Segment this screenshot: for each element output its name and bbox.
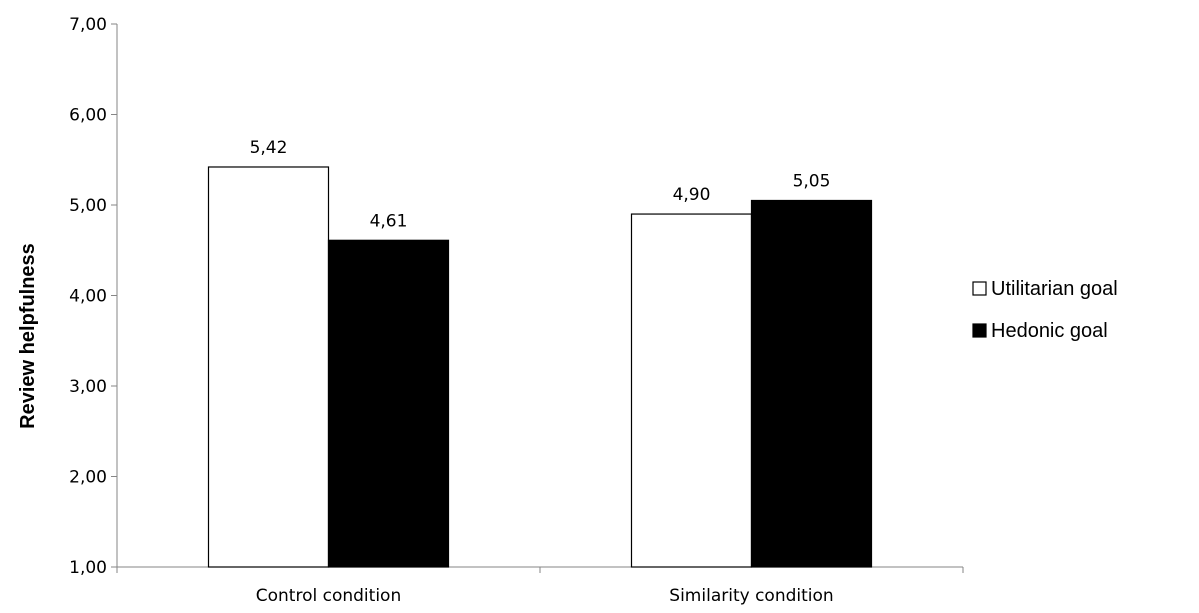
y-tick-label: 4,00 [69, 287, 107, 307]
data-label: 4,61 [370, 211, 408, 231]
legend-swatch [972, 281, 987, 296]
legend-label: Utilitarian goal [991, 278, 1118, 300]
y-tick-label: 6,00 [69, 106, 107, 126]
y-tick-label: 1,00 [69, 558, 107, 578]
y-tick-label: 3,00 [69, 377, 107, 397]
y-tick-label: 5,00 [69, 196, 107, 216]
bar [630, 213, 753, 568]
y-axis-title: Review helpfulness [17, 243, 39, 429]
y-tick-label: 7,00 [69, 15, 107, 35]
data-label: 4,90 [673, 185, 711, 205]
legend-label: Hedonic goal [991, 320, 1108, 342]
data-label: 5,05 [793, 171, 831, 191]
legend-swatch [972, 323, 987, 338]
x-tick-label: Control condition [256, 586, 401, 606]
bar [327, 239, 450, 568]
bar [750, 199, 873, 568]
bar [207, 166, 330, 568]
data-label: 5,42 [250, 138, 288, 158]
x-tick-label: Similarity condition [669, 586, 833, 606]
y-tick-label: 2,00 [69, 468, 107, 488]
